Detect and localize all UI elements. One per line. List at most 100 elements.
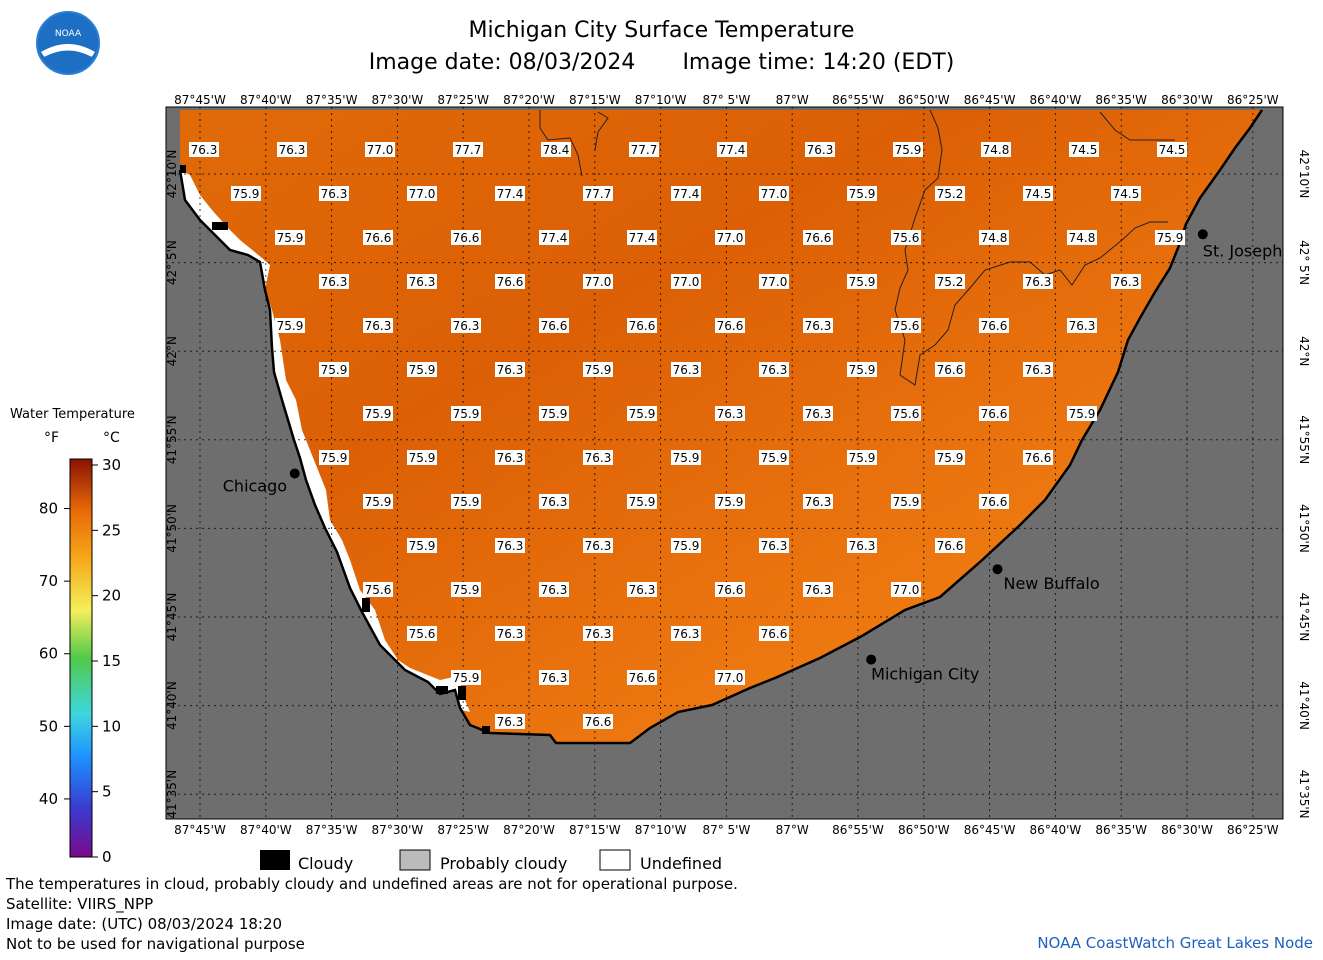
legend-probably-cloudy: Probably cloudy [440,854,568,873]
temp-label: 76.3 [279,143,306,157]
temp-label: 76.6 [497,275,524,289]
lat-label-left: 42° 5'N [165,240,179,285]
temp-label: 76.3 [717,407,744,421]
noaa-logo-text: NOAA [55,29,82,39]
temp-label-bg [671,274,701,289]
temp-label: 76.3 [761,363,788,377]
temp-label: 75.9 [893,495,920,509]
temp-label: 76.3 [849,539,876,553]
temp-label-bg [539,318,569,333]
temp-label: 76.3 [805,407,832,421]
colorbar-c-tick: 30 [102,456,121,474]
temp-label-bg [495,626,525,641]
lat-label-left: 41°35'N [165,770,179,819]
temp-label: 76.3 [541,583,568,597]
temp-label-bg [407,362,437,377]
temp-label: 75.6 [893,407,920,421]
temp-label-bg [541,142,571,157]
temp-label: 75.6 [409,627,436,641]
temp-label: 76.3 [673,363,700,377]
temp-label: 77.0 [673,275,700,289]
city-dot [1197,229,1208,240]
temp-label-bg [847,450,877,465]
lon-label-bottom: 87°35'W [306,823,358,837]
city-dot [289,468,300,479]
temp-label: 75.9 [409,363,436,377]
temp-label-bg [319,274,349,289]
temp-label: 76.3 [541,671,568,685]
temp-label-bg [1069,142,1099,157]
temp-label: 76.6 [717,583,744,597]
temp-label-bg [891,318,921,333]
temp-label: 75.2 [937,275,964,289]
temp-label: 75.9 [1069,407,1096,421]
temp-label: 76.6 [1025,451,1052,465]
temp-label-bg [319,186,349,201]
lat-label-left: 41°45'N [165,593,179,642]
temp-label-bg [803,318,833,333]
temp-label-bg [539,230,569,245]
temp-label: 75.9 [761,451,788,465]
temp-label-bg [363,582,393,597]
temp-label: 75.9 [321,451,348,465]
temp-label: 76.3 [807,143,834,157]
lon-label-top: 87°20'W [503,93,555,107]
temp-label-bg [891,582,921,597]
temp-label: 76.3 [1025,275,1052,289]
temp-label: 76.3 [1025,363,1052,377]
temp-label-bg [671,362,701,377]
temp-label-bg [715,670,745,685]
temp-label: 76.3 [497,715,524,729]
temp-label-bg [407,626,437,641]
lon-label-bottom: 87°25'W [437,823,489,837]
temp-label-bg [451,406,481,421]
temp-label-bg [275,230,305,245]
map-title: Michigan City Surface Temperature [468,18,855,43]
colorbar-c-tick: 10 [102,717,121,735]
temp-label-bg [629,142,659,157]
temp-label-bg [627,494,657,509]
temp-label: 75.9 [365,495,392,509]
temp-label-bg [1023,362,1053,377]
footnote-navigation: Not to be used for navigational purpose [6,935,305,953]
temp-label: 77.7 [631,143,658,157]
temp-label: 77.4 [497,187,524,201]
lon-label-bottom: 87°30'W [372,823,424,837]
temp-label: 75.9 [541,407,568,421]
city-markers: Chicago Michigan City New Buffalo St. Josep… [223,229,1282,684]
temp-label-bg [1157,142,1187,157]
temp-label: 75.9 [453,495,480,509]
lon-label-top: 87°25'W [437,93,489,107]
temp-label-bg [803,494,833,509]
temp-label-bg [363,406,393,421]
lon-label-bottom: 87°15'W [569,823,621,837]
temp-label-bg [583,186,613,201]
lon-label-bottom: 86°30'W [1161,823,1213,837]
temp-label: 75.9 [673,451,700,465]
temp-label: 77.4 [719,143,746,157]
temp-label-bg [451,318,481,333]
city-dot [866,654,877,665]
temp-label: 75.9 [585,363,612,377]
lon-label-bottom: 87°W [776,823,809,837]
temp-label-bg [539,670,569,685]
temp-label: 75.9 [849,363,876,377]
temp-label-bg [847,362,877,377]
temp-label-bg [759,186,789,201]
lon-label-top: 86°30'W [1161,93,1213,107]
temp-label: 77.4 [629,231,656,245]
city-label: Michigan City [871,665,979,684]
temp-label-bg [363,318,393,333]
colorbar-f-tick: 60 [39,645,58,663]
lon-label-bottom: 87°20'W [503,823,555,837]
temp-label: 76.6 [805,231,832,245]
lat-label-right: 42°N [1297,336,1311,366]
temp-label: 75.6 [893,319,920,333]
temp-label-bg [935,186,965,201]
temp-label: 77.7 [455,143,482,157]
temp-label-bg [891,230,921,245]
lon-label-bottom: 86°50'W [898,823,950,837]
temp-label-bg [453,142,483,157]
temp-label: 74.5 [1113,187,1140,201]
temp-label-bg [539,582,569,597]
